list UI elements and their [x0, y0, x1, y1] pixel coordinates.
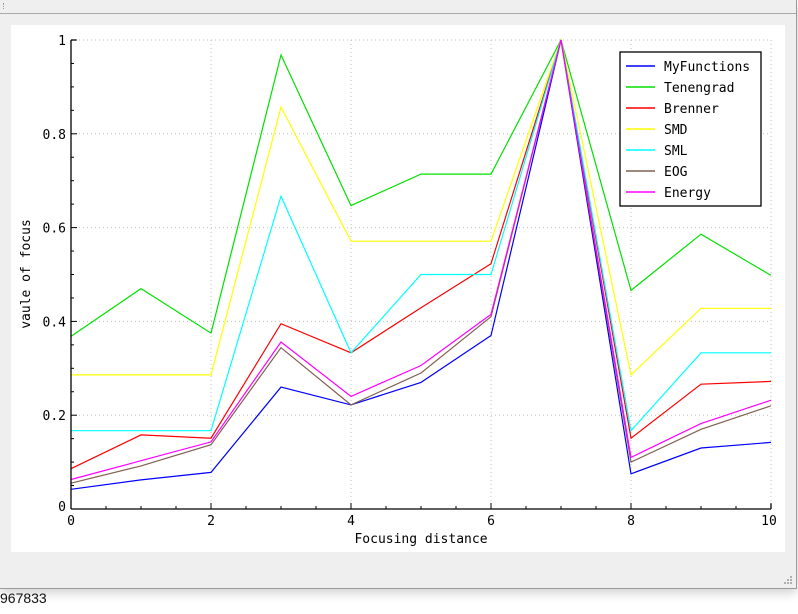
series-line-brenner [70, 39, 772, 470]
x-tick-label: 6 [487, 514, 495, 529]
resize-grip-icon[interactable] [783, 575, 793, 585]
x-tick-label: 10 [761, 514, 777, 529]
toolbar-grip-icon[interactable] [3, 3, 7, 9]
data-series [70, 37, 772, 490]
y-tick-label: 1 [58, 34, 66, 49]
series-line-myfunctions [70, 39, 772, 490]
x-tick-label: 0 [67, 514, 75, 529]
window-titlebar[interactable] [0, 0, 796, 14]
x-tick-label: 8 [627, 514, 635, 529]
y-tick-label: 0.4 [43, 315, 67, 330]
legend-label: MyFunctions [664, 60, 750, 75]
console-output-text: 967833 [0, 590, 47, 606]
plot-window: 0 0.2 0.4 0.6 0.8 1 0 2 4 6 8 10 Focusing distance … [0, 0, 797, 589]
x-tick-label: 4 [347, 514, 355, 529]
series-line-tenengrad [70, 38, 772, 337]
legend-label: Tenengrad [664, 81, 734, 96]
y-axis-label: vaule of focus [19, 219, 34, 329]
series-line-smd [71, 37, 771, 377]
series-line-sml [71, 39, 771, 433]
legend-label: EOG [664, 165, 688, 180]
axes: 00.20.40.60.810 2 4 6 8 10 [43, 34, 777, 529]
grid-lines [71, 39, 772, 509]
legend: MyFunctions Tenengrad Brenner SMD SML EOG Ener… [619, 51, 762, 207]
series-line-eog [70, 39, 772, 484]
y-tick-label: 0.8 [43, 128, 66, 143]
y-tick-label: 0.6 [43, 222, 66, 237]
x-axis-label: Focusing distance [354, 532, 487, 547]
y-tick-label: 0.2 [43, 409, 66, 424]
y-tick-label: 0 [58, 500, 66, 515]
chart-canvas: 0 0.2 0.4 0.6 0.8 1 0 2 4 6 8 10 Focusing distance … [11, 25, 785, 552]
x-tick-label: 2 [207, 514, 215, 529]
legend-label: SMD [664, 123, 688, 138]
legend-label: Energy [664, 186, 711, 201]
line-chart: 00.20.40.60.810 2 4 6 8 10 Focusing distance … [19, 34, 777, 547]
series-line-energy [70, 39, 772, 481]
legend-label: SML [664, 144, 688, 159]
legend-label: Brenner [664, 102, 719, 117]
